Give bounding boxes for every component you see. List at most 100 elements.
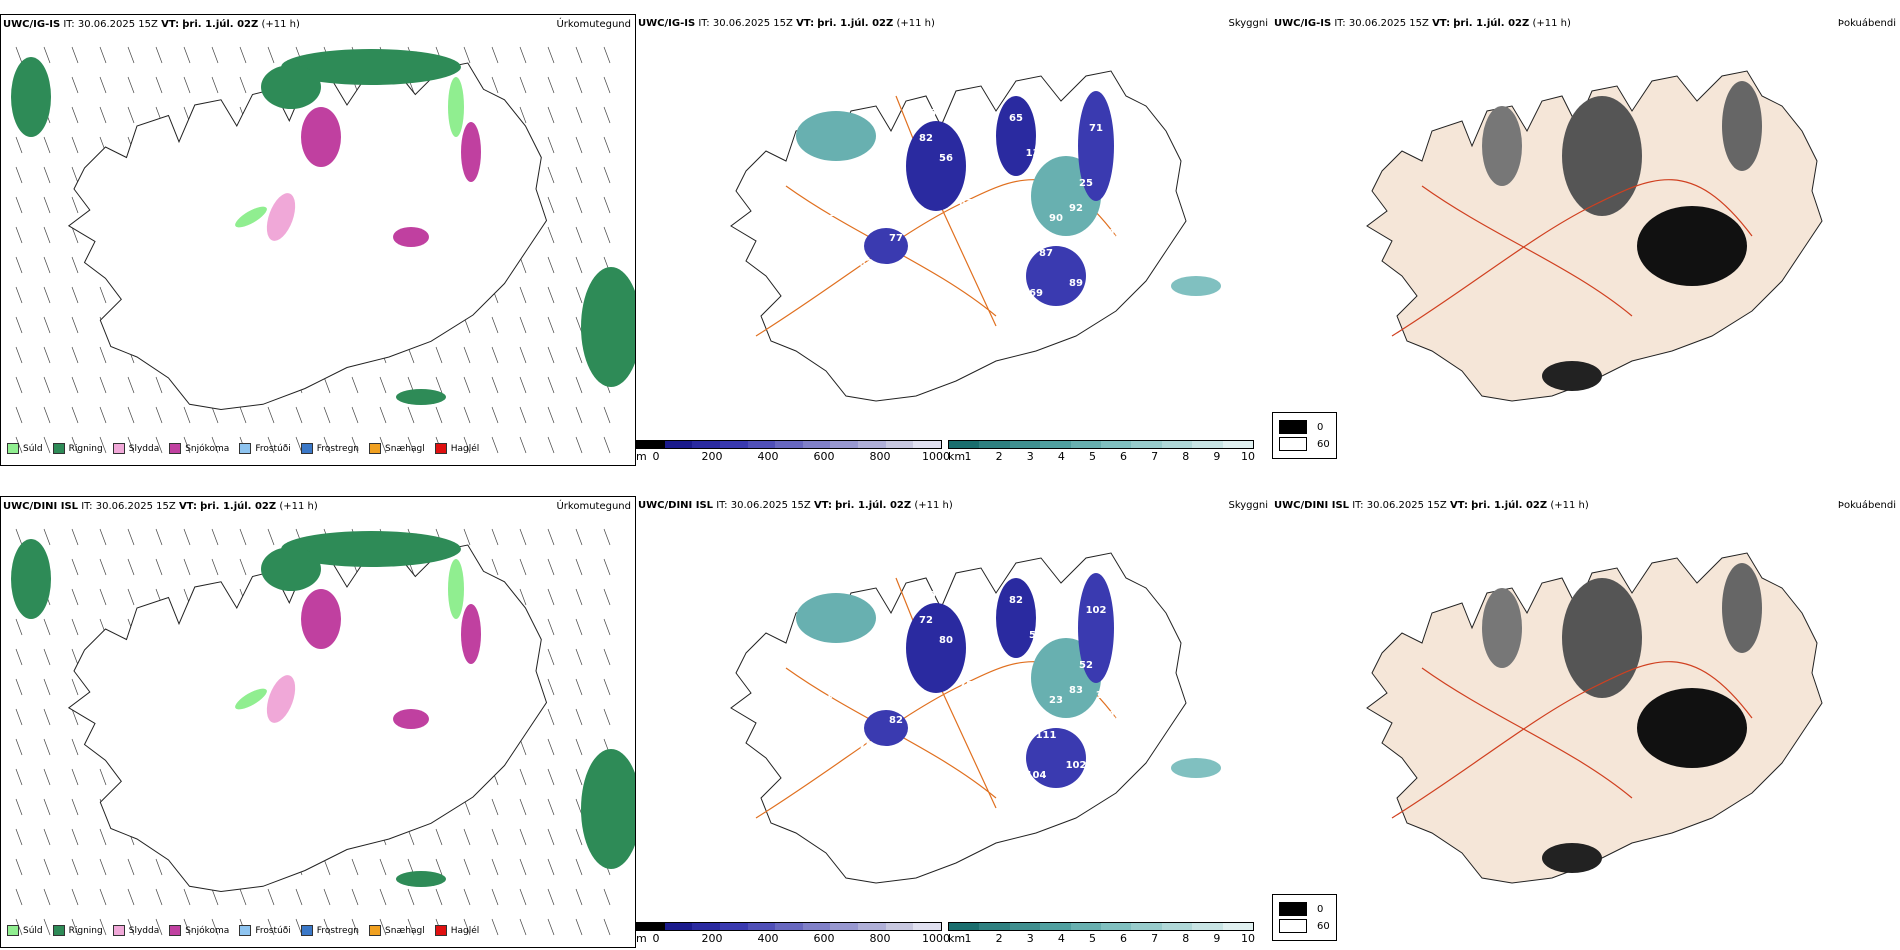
colorbar-segment (775, 441, 803, 448)
wind-barb (15, 436, 23, 454)
wind-barb (211, 528, 219, 546)
wind-barb (43, 436, 51, 454)
fog-legend-item: 60 (1279, 919, 1330, 933)
wind-barb (519, 558, 527, 576)
wind-barb (155, 558, 163, 576)
wind-barb (43, 136, 51, 154)
wind-barb (407, 918, 415, 936)
colorbar-segment (1040, 441, 1071, 448)
wind-barb (71, 406, 79, 424)
wind-barb (351, 406, 359, 424)
wind-barb (43, 226, 51, 244)
wind-barb (547, 316, 555, 334)
wind-barb (547, 286, 555, 304)
precip-panel-row2: UWC/DINI ISL IT: 30.06.2025 15Z VT: þri.… (0, 496, 636, 948)
wind-barb (127, 588, 135, 606)
legend-label: Slydda (128, 443, 160, 454)
wind-barb (71, 166, 79, 184)
wind-barb (547, 858, 555, 876)
colorbar-segment (1131, 441, 1162, 448)
rain-area (281, 531, 461, 567)
wind-barb (463, 828, 471, 846)
wind-barb (99, 528, 107, 546)
wind-barb (491, 858, 499, 876)
wind-barb (519, 106, 527, 124)
fog-legend-swatch (1279, 420, 1307, 434)
legend-item: Snæhagl (369, 443, 425, 454)
colorbar-segment (913, 441, 942, 448)
colorbar-tick: 3 (1026, 932, 1034, 945)
wind-barb (43, 858, 51, 876)
colorbar-tick: 1 (964, 932, 972, 945)
wind-barb (519, 858, 527, 876)
panel-header: UWC/IG-IS IT: 30.06.2025 15Z VT: þri. 1.… (3, 19, 300, 30)
wind-barb (463, 346, 471, 364)
wind-barb (575, 618, 583, 636)
wind-barb (603, 136, 611, 154)
colorbar-segment (692, 923, 720, 930)
snow-area (393, 227, 429, 247)
sleet-area (266, 193, 296, 241)
wind-barb (575, 528, 583, 546)
wind-barb (211, 888, 219, 906)
legend-label: Haglél (450, 443, 480, 454)
wind-barb (99, 436, 107, 454)
rain-area (581, 749, 635, 869)
wind-barb (575, 106, 583, 124)
colorbar-segment (830, 441, 859, 448)
wind-barb (463, 528, 471, 546)
low-ceiling-area (906, 603, 966, 693)
legend-label: Haglél (450, 925, 480, 936)
wind-barb (71, 648, 79, 666)
wind-barb (71, 256, 79, 274)
wind-barb (99, 106, 107, 124)
wind-barb (15, 316, 23, 334)
wind-barb (603, 678, 611, 696)
wind-barb (603, 888, 611, 906)
low-visibility-area (1171, 758, 1221, 778)
colorbar-tick: 5 (1088, 450, 1096, 463)
visibility-colorbar (948, 440, 1254, 449)
wind-barb (267, 46, 275, 64)
colorbar-tick: 8 (1182, 450, 1190, 463)
legend-item: Frostregn (300, 925, 360, 936)
wind-barb (155, 436, 163, 454)
colorbar-segment (719, 923, 748, 930)
wind-barb (491, 346, 499, 364)
wind-barb (267, 406, 275, 424)
colorbar-tick: 6 (1120, 932, 1128, 945)
visibility-colorbar (948, 922, 1254, 931)
ceiling-value-label: 170 (826, 690, 847, 701)
road-network (1391, 179, 1753, 337)
wind-barb (295, 406, 303, 424)
wind-barb (519, 588, 527, 606)
fog-legend: 0 60 (1272, 412, 1337, 459)
wind-barb (575, 436, 583, 454)
wind-barb (183, 528, 191, 546)
wind-barb (519, 76, 527, 94)
ceiling-value-label: 56 (1029, 630, 1043, 641)
wind-barb (463, 376, 471, 394)
wind-barb (547, 226, 555, 244)
fog-legend-label: 60 (1317, 920, 1330, 932)
ceiling-value-label: 76 (1099, 208, 1113, 219)
fog-legend-item: 60 (1279, 437, 1330, 451)
rain-area (261, 65, 321, 109)
ceiling-value-label: 75 (959, 680, 973, 691)
rain-area (281, 49, 461, 85)
rain-area (581, 267, 635, 387)
colorbar-tick: 600 (813, 450, 835, 463)
legend-label: Frostregn (316, 925, 360, 936)
wind-barb (211, 918, 219, 936)
snow-area (461, 122, 481, 182)
wind-barb (127, 888, 135, 906)
ceiling-value-label: 63 (949, 870, 963, 881)
wind-barb (71, 376, 79, 394)
ceiling-value-label: 82 (1009, 595, 1023, 606)
legend-item: Snjókoma (169, 443, 229, 454)
wind-barb (379, 376, 387, 394)
wind-barb (15, 918, 23, 936)
wind-barb (99, 286, 107, 304)
colorbar-tick: 9 (1213, 450, 1221, 463)
wind-barb (267, 436, 275, 454)
